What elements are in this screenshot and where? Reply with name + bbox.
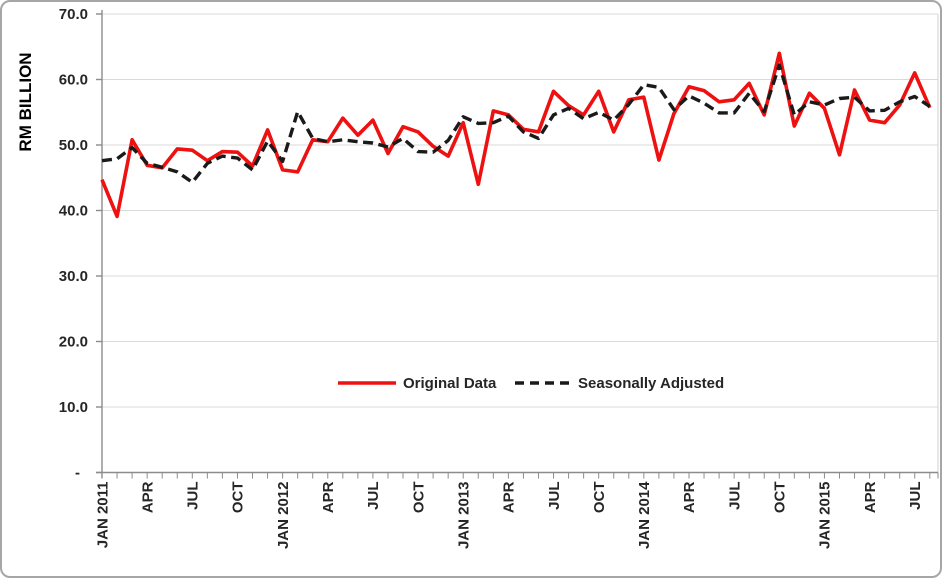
x-tick-label: OCT [591,482,608,514]
seasonally-adjusted-line [101,63,931,185]
x-tick-label: JUL [726,482,743,510]
legend: Original Data Seasonally Adjusted [338,375,724,392]
y-axis-title: RM BILLION [16,52,35,151]
x-tick-label: APR [320,481,337,513]
x-tick-label: JAN 2014 [636,481,653,549]
x-tick-label: JUL [365,482,382,510]
original-data-line [100,51,932,219]
x-tick-label: OCT [230,482,247,514]
x-tick-label: JAN 2012 [275,482,292,550]
legend-original-label: Original Data [403,375,497,392]
plot-area: - 10.0 20.0 30.0 40.0 50.0 60.0 70.0 JAN 2011 APR… [59,6,939,550]
x-tick-label: APR [139,481,156,513]
x-tick-label: JAN 2013 [455,481,472,549]
y-tick-label: 40.0 [59,203,88,220]
y-tick-label: 10.0 [59,399,88,416]
x-tick-label: OCT [410,482,427,514]
y-tick-label: 30.0 [59,268,88,285]
legend-adjusted-label: Seasonally Adjusted [578,375,724,392]
x-tick-label: APR [681,481,698,513]
y-tick-label: - [75,465,80,482]
x-tick-label: OCT [772,482,789,514]
y-tick-label: 70.0 [59,6,88,23]
x-tick-label: JUL [907,482,924,510]
x-tick-label: JAN 2011 [94,482,111,549]
x-tick-label: JUL [546,482,563,510]
x-tick-label: JAN 2015 [817,482,834,550]
x-tick-label: JUL [185,482,202,510]
x-tick-label: APR [862,481,879,513]
y-tick-label: 20.0 [59,334,88,351]
y-tick-label: 60.0 [59,72,88,89]
x-tick-label: APR [501,481,518,513]
y-tick-label: 50.0 [59,137,88,154]
